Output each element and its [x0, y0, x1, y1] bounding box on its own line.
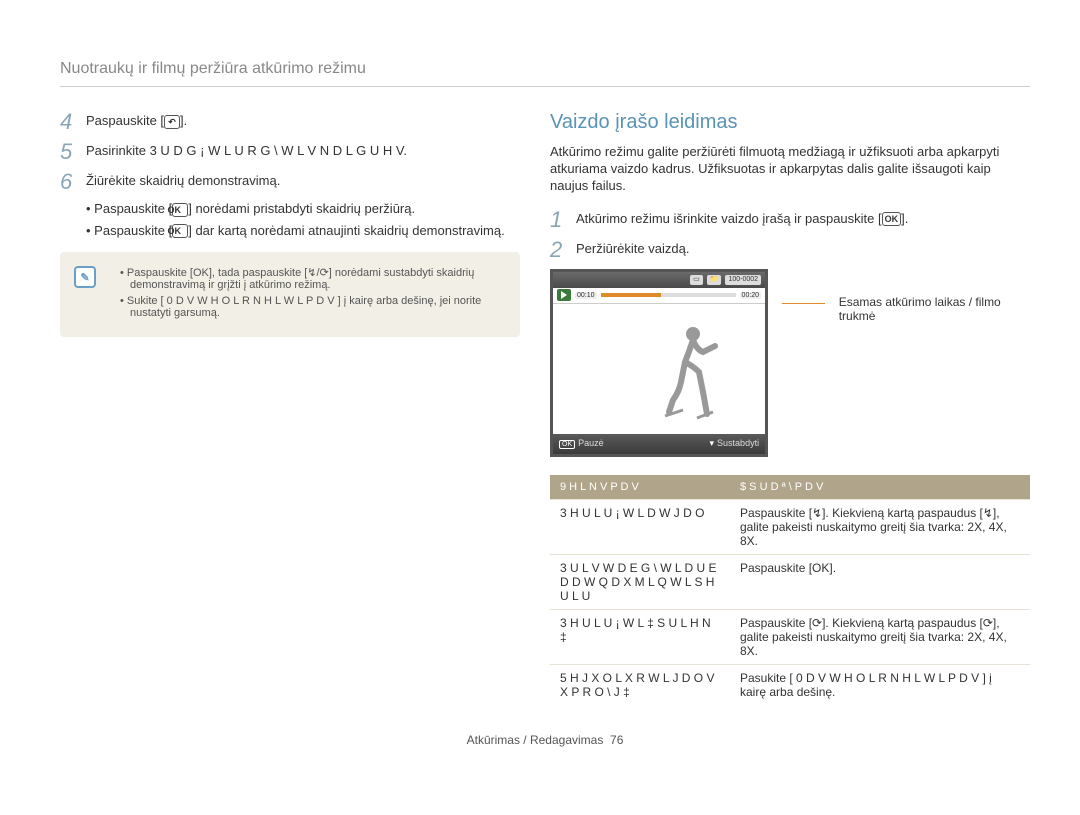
play-icon: [557, 289, 571, 301]
callout-line: [782, 303, 825, 304]
step6-bullets: Paspauskite [OK] norėdami pristabdyti sk…: [86, 201, 520, 238]
desc-cell: Paspauskite [↯]. Kiekvieną kartą paspaud…: [730, 499, 1030, 554]
skater-silhouette-icon: [663, 322, 723, 422]
down-icon: ▾: [710, 438, 715, 448]
desc-cell: Paspauskite [OK].: [730, 554, 1030, 609]
bullet-item: Paspauskite [OK] dar kartą norėdami atna…: [86, 223, 520, 239]
step-number: 1: [550, 209, 576, 231]
camera-icon: ▭: [690, 275, 703, 285]
callout-label: Esamas atkūrimo laikas / filmo trukmė: [839, 295, 1030, 457]
step-text: Paspauskite [↶].: [86, 111, 187, 133]
subsection-heading: Vaizdo įrašo leidimas: [550, 111, 1030, 134]
step-number: 2: [550, 239, 576, 261]
action-cell: 3 U L V W D E G \ W L D U E D D W Q D X …: [550, 554, 730, 609]
table-row: 5 H J X O L X R W L J D O V X P R O \ J …: [550, 664, 1030, 705]
video-canvas: [553, 304, 765, 434]
action-cell: 5 H J X O L X R W L J D O V X P R O \ J …: [550, 664, 730, 705]
step-6: 6 Žiūrėkite skaidrių demonstravimą.: [60, 171, 520, 193]
action-cell: 3 H U L U ¡ W L ‡ S U L H N ‡: [550, 609, 730, 664]
step-number: 6: [60, 171, 86, 193]
table-header-row: 9 H L N V P D V $ S U D ª \ P D V: [550, 475, 1030, 500]
video-top-bar: ▭ 📁 100-0002: [553, 272, 765, 288]
note-box: ✎ Paspauskite [OK], tada paspauskite [↯/…: [60, 252, 520, 337]
ok-icon: OK: [172, 224, 188, 238]
step-number: 4: [60, 111, 86, 133]
progress-fill: [601, 293, 662, 297]
back-icon: ↶: [164, 115, 180, 129]
pause-control: OKPauzė: [559, 438, 604, 449]
file-counter: 100-0002: [725, 275, 761, 285]
note-icon: ✎: [74, 266, 96, 288]
desc-cell: Paspauskite [⟳]. Kiekvieną kartą paspaud…: [730, 609, 1030, 664]
total-time: 00:20: [740, 292, 762, 299]
note-item: Sukite [ 0 D V W H O L R N H L W L P D V…: [120, 295, 506, 319]
video-bottom-bar: OKPauzė ▾Sustabdyti: [553, 434, 765, 454]
table-row: 3 H U L U ¡ W L ‡ S U L H N ‡ Paspauskit…: [550, 609, 1030, 664]
desc-cell: Pasukite [ 0 D V W H O L R N H L W L P D…: [730, 664, 1030, 705]
actions-table: 9 H L N V P D V $ S U D ª \ P D V 3 H U …: [550, 475, 1030, 705]
note-item: Paspauskite [OK], tada paspauskite [↯/⟳]…: [120, 266, 506, 291]
progress-track: [601, 293, 736, 297]
folder-icon: 📁: [707, 275, 722, 285]
video-progress-bar: 00:10 00:20: [553, 288, 765, 304]
step-5: 5 Pasirinkite 3 U D G ¡ W L U R G \ W L …: [60, 141, 520, 163]
step-number: 5: [60, 141, 86, 163]
page-number: 76: [610, 733, 623, 747]
step-2: 2 Peržiūrėkite vaizdą.: [550, 239, 1030, 261]
elapsed-time: 00:10: [575, 292, 597, 299]
right-column: Vaizdo įrašo leidimas Atkūrimo režimu ga…: [550, 111, 1030, 705]
step-text: Žiūrėkite skaidrių demonstravimą.: [86, 171, 280, 193]
two-column-layout: 4 Paspauskite [↶]. 5 Pasirinkite 3 U D G…: [60, 111, 1030, 705]
step-text: Atkūrimo režimu išrinkite vaizdo įrašą i…: [576, 209, 908, 231]
page-content: Nuotraukų ir filmų peržiūra atkūrimo rež…: [0, 0, 1080, 777]
footer-text: Atkūrimas / Redagavimas: [467, 733, 604, 747]
intro-paragraph: Atkūrimo režimu galite peržiūrėti filmuo…: [550, 144, 1030, 195]
ok-icon: OK: [172, 203, 188, 217]
step-1: 1 Atkūrimo režimu išrinkite vaizdo įrašą…: [550, 209, 1030, 231]
action-cell: 3 H U L U ¡ W L D W J D O: [550, 499, 730, 554]
step-text: Pasirinkite 3 U D G ¡ W L U R G \ W L V …: [86, 141, 407, 163]
ok-icon: OK: [882, 212, 902, 226]
col-description: $ S U D ª \ P D V: [730, 475, 1030, 500]
table-row: 3 H U L U ¡ W L D W J D O Paspauskite [↯…: [550, 499, 1030, 554]
stop-control: ▾Sustabdyti: [710, 438, 760, 449]
col-action: 9 H L N V P D V: [550, 475, 730, 500]
left-column: 4 Paspauskite [↶]. 5 Pasirinkite 3 U D G…: [60, 111, 520, 705]
video-player-mock: ▭ 📁 100-0002 00:10 00:20: [550, 269, 768, 457]
section-title: Nuotraukų ir filmų peržiūra atkūrimo rež…: [60, 60, 1030, 87]
video-preview-row: ▭ 📁 100-0002 00:10 00:20: [550, 269, 1030, 457]
table-row: 3 U L V W D E G \ W L D U E D D W Q D X …: [550, 554, 1030, 609]
step-text: Peržiūrėkite vaizdą.: [576, 239, 689, 261]
ok-icon: OK: [559, 440, 575, 449]
step-4: 4 Paspauskite [↶].: [60, 111, 520, 133]
page-footer: Atkūrimas / Redagavimas 76: [60, 733, 1030, 747]
bullet-item: Paspauskite [OK] norėdami pristabdyti sk…: [86, 201, 520, 217]
